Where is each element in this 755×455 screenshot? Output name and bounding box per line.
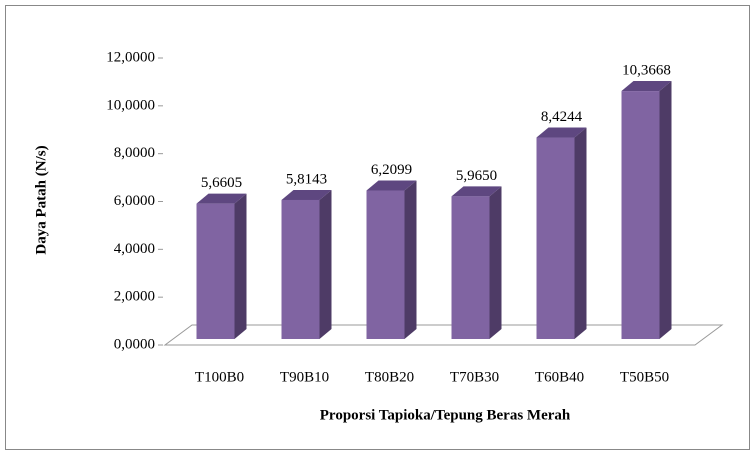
value-label: 5,6605 — [201, 175, 242, 191]
y-tick-label: 4,0000 — [114, 241, 155, 257]
value-label: 8,4244 — [541, 109, 583, 125]
bar-front — [196, 203, 235, 339]
y-tick-label: 2,0000 — [114, 289, 155, 305]
x-tick-label: T100B0 — [195, 369, 244, 385]
bar-side — [659, 81, 672, 339]
bar-side — [319, 189, 332, 339]
y-tick-label: 10,0000 — [106, 97, 155, 113]
x-tick-label: T50B50 — [620, 369, 669, 385]
value-label: 6,2099 — [371, 162, 412, 178]
bar-front — [536, 137, 575, 339]
y-tick-label: 6,0000 — [114, 193, 155, 209]
bar-front — [366, 190, 405, 339]
y-tick-label: 8,0000 — [114, 145, 155, 161]
x-axis-title: Proporsi Tapioka/Tepung Beras Merah — [320, 407, 571, 423]
bar-side — [234, 193, 247, 339]
bar — [536, 127, 587, 339]
bar — [621, 81, 672, 339]
bar-front — [451, 196, 490, 339]
y-axis-title: Daya Patah (N/s) — [33, 145, 49, 254]
bar-top — [536, 127, 587, 138]
bar-top — [451, 186, 502, 197]
x-tick-label: T60B40 — [535, 369, 584, 385]
bar-top — [366, 180, 417, 191]
x-tick-label: T80B20 — [365, 369, 414, 385]
bar-top — [281, 189, 332, 200]
bar-side — [489, 186, 502, 339]
value-label: 5,9650 — [456, 168, 497, 184]
bar-side — [574, 127, 587, 339]
bar-front — [621, 91, 660, 339]
bar — [196, 193, 247, 339]
x-tick-label: T70B30 — [450, 369, 499, 385]
bar — [366, 180, 417, 339]
bar — [451, 186, 502, 339]
value-label: 5,8143 — [286, 171, 327, 187]
bar-top — [196, 193, 247, 204]
bar — [281, 189, 332, 339]
x-tick-label: T90B10 — [280, 369, 329, 385]
bar-top — [621, 81, 672, 92]
y-tick-label: 0,0000 — [114, 336, 155, 352]
bar-front — [281, 199, 320, 339]
bar-side — [404, 180, 417, 339]
y-tick-label: 12,0000 — [106, 49, 155, 65]
value-label: 10,3668 — [622, 62, 671, 78]
